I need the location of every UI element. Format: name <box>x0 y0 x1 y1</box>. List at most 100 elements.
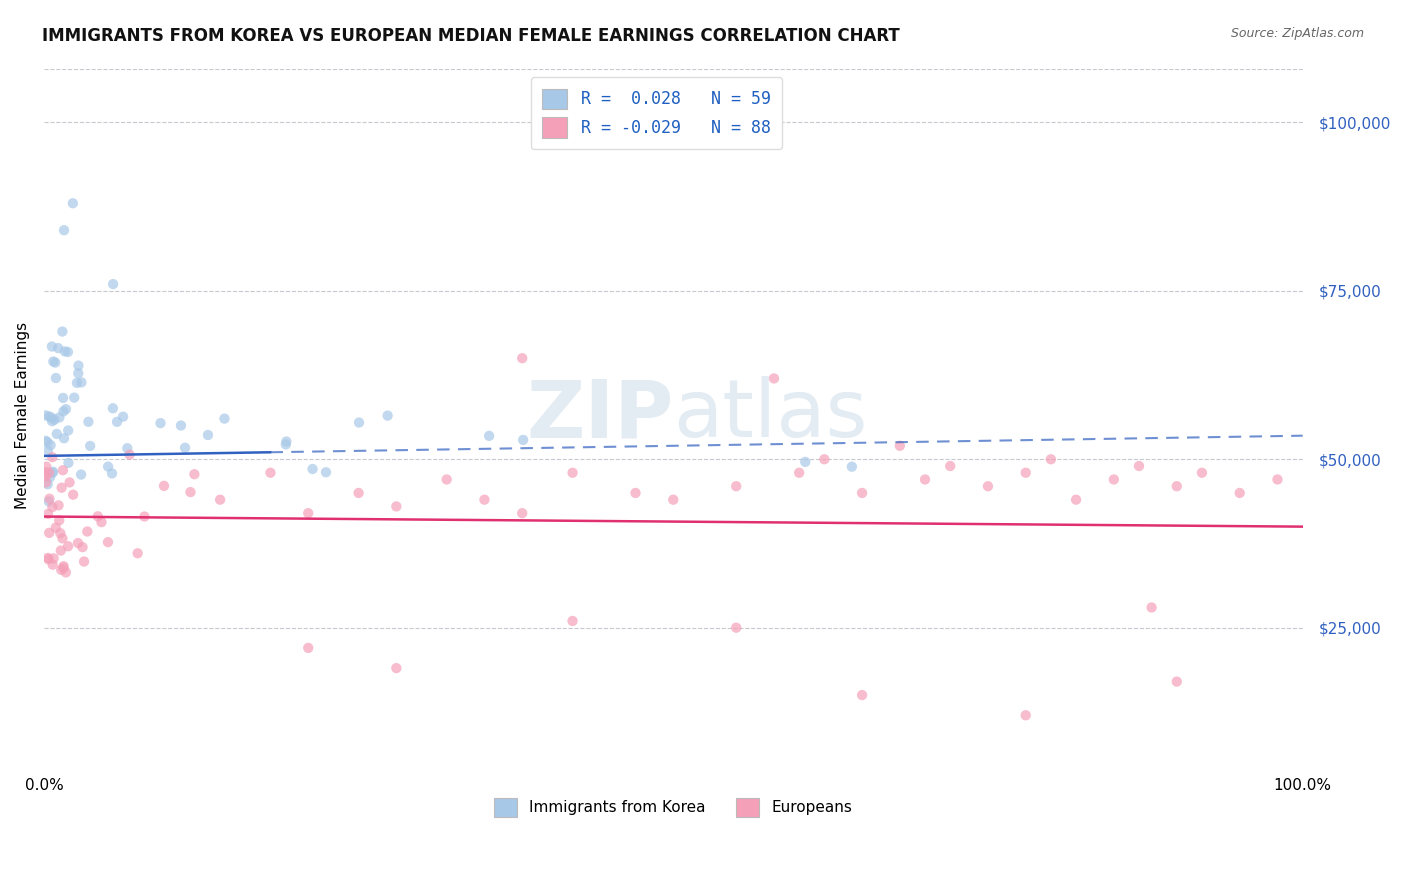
Point <box>48 498 70 512</box>
Point <box>1015 466 1038 480</box>
Point <box>276 434 298 449</box>
Point <box>662 492 685 507</box>
Point <box>34 409 56 423</box>
Point <box>97 459 120 474</box>
Point <box>377 409 399 423</box>
Point <box>1267 473 1289 487</box>
Point <box>37 507 59 521</box>
Point <box>39 438 62 452</box>
Point <box>561 614 583 628</box>
Point <box>127 546 149 560</box>
Point <box>315 465 337 479</box>
Point <box>347 416 370 430</box>
Point <box>53 344 76 359</box>
Point <box>1191 466 1213 480</box>
Point <box>38 491 60 506</box>
Point <box>67 359 90 373</box>
Point <box>41 500 63 515</box>
Point <box>41 558 63 572</box>
Point <box>51 481 73 495</box>
Point <box>39 470 62 484</box>
Text: atlas: atlas <box>673 376 868 455</box>
Point <box>787 466 810 480</box>
Point <box>42 465 65 479</box>
Point <box>56 539 79 553</box>
Point <box>725 479 748 493</box>
Point <box>851 486 873 500</box>
Point <box>38 525 60 540</box>
Point <box>87 509 110 524</box>
Point <box>34 465 56 479</box>
Point <box>56 345 79 359</box>
Point <box>259 466 281 480</box>
Point <box>149 416 172 430</box>
Point <box>510 506 533 520</box>
Point <box>52 559 75 574</box>
Point <box>52 391 75 405</box>
Point <box>1064 492 1087 507</box>
Point <box>45 371 67 385</box>
Point <box>37 550 59 565</box>
Point <box>76 524 98 539</box>
Point <box>97 535 120 549</box>
Point <box>118 448 141 462</box>
Point <box>939 458 962 473</box>
Point <box>301 462 323 476</box>
Point <box>63 391 86 405</box>
Point <box>41 466 63 480</box>
Point <box>37 552 59 566</box>
Point <box>41 410 63 425</box>
Point <box>134 509 156 524</box>
Point <box>112 409 135 424</box>
Point <box>37 443 59 458</box>
Text: Source: ZipAtlas.com: Source: ZipAtlas.com <box>1230 27 1364 40</box>
Point <box>41 339 63 353</box>
Point <box>725 621 748 635</box>
Point <box>35 459 58 474</box>
Point <box>42 551 65 566</box>
Point <box>297 506 319 520</box>
Point <box>1015 708 1038 723</box>
Point <box>1039 452 1062 467</box>
Point <box>174 441 197 455</box>
Y-axis label: Median Female Earnings: Median Female Earnings <box>15 322 30 509</box>
Point <box>73 555 96 569</box>
Point <box>561 466 583 480</box>
Point <box>914 473 936 487</box>
Point <box>1229 486 1251 500</box>
Point <box>512 433 534 447</box>
Point <box>37 477 59 491</box>
Point <box>35 469 58 483</box>
Point <box>385 500 408 514</box>
Point <box>34 434 56 448</box>
Point <box>209 492 232 507</box>
Point <box>90 515 112 529</box>
Point <box>62 196 84 211</box>
Point <box>510 351 533 366</box>
Point <box>851 688 873 702</box>
Point <box>35 475 58 490</box>
Point <box>52 561 75 575</box>
Point <box>77 415 100 429</box>
Point <box>62 488 84 502</box>
Point <box>297 640 319 655</box>
Point <box>474 492 496 507</box>
Point <box>183 467 205 482</box>
Point <box>41 450 63 465</box>
Point <box>1102 473 1125 487</box>
Point <box>813 452 835 467</box>
Point <box>38 466 60 480</box>
Point <box>170 418 193 433</box>
Point <box>274 437 297 451</box>
Point <box>197 428 219 442</box>
Point <box>1166 674 1188 689</box>
Point <box>762 371 785 385</box>
Point <box>52 463 75 477</box>
Text: IMMIGRANTS FROM KOREA VS EUROPEAN MEDIAN FEMALE EARNINGS CORRELATION CHART: IMMIGRANTS FROM KOREA VS EUROPEAN MEDIAN… <box>42 27 900 45</box>
Point <box>889 439 911 453</box>
Point <box>101 277 124 292</box>
Point <box>38 494 60 508</box>
Point <box>1166 479 1188 493</box>
Point <box>66 376 89 390</box>
Point <box>44 413 66 427</box>
